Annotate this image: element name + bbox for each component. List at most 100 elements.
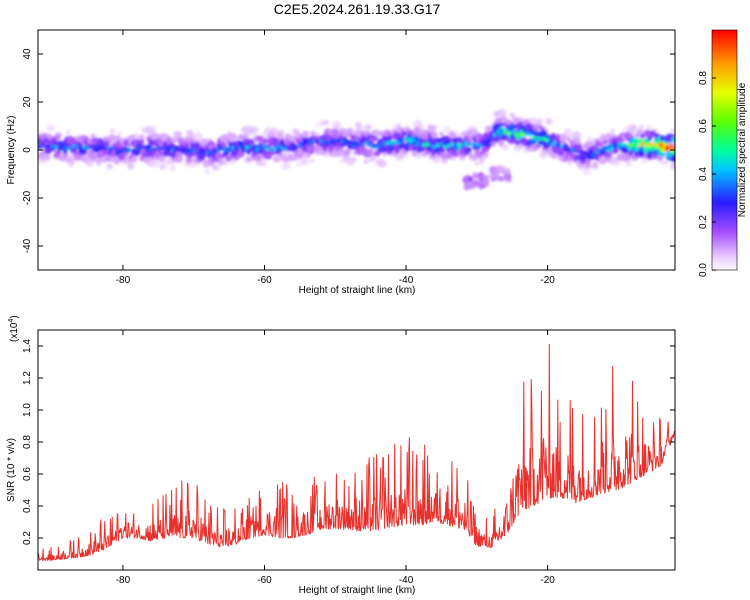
snr-frame — [37, 329, 676, 571]
spectrogram-ridge-cell — [542, 137, 546, 141]
spectrogram-cell — [339, 158, 345, 164]
spectrogram-cell — [82, 149, 88, 155]
spectrogram-ridge-cell — [524, 132, 529, 136]
spectrogram-cell — [449, 145, 454, 151]
spectrogram-cell — [254, 153, 263, 161]
snr-multiplier-close: ) — [9, 315, 20, 318]
spectrogram-ridge-cell — [266, 147, 270, 152]
spectrogram-ridge-cell — [506, 131, 511, 136]
spectrogram-cell — [127, 162, 135, 170]
spectrogram-cell — [81, 155, 89, 163]
spectrogram-panel: -80 -60 -40 -20 40 20 0 -20 -40 Height of straig… — [6, 29, 676, 296]
spectrogram-ridge-cell — [319, 138, 323, 143]
spectrogram-ridge-cell — [358, 142, 362, 147]
spectrogram-ridge-cell — [46, 144, 51, 148]
spectrogram-ridge-cell — [613, 145, 617, 149]
spectrogram-cell — [55, 135, 61, 141]
snr-ylabel: SNR (10 * v/v) — [6, 438, 17, 502]
spectrogram-ridge-cell — [234, 146, 238, 151]
snr-multiplier: (x104) — [8, 315, 20, 342]
spectrogram-ridge-cell — [114, 147, 118, 151]
spectrogram-ridge-cell — [347, 139, 352, 144]
spectrogram-ridge-cell — [386, 140, 391, 145]
snr-ytick-label: 0.6 — [22, 467, 33, 481]
spectrogram-ridge-cell — [142, 145, 146, 149]
spectrogram-ridge-cell — [574, 149, 578, 154]
spectrogram-cell — [246, 156, 252, 162]
spectrogram-ridge-cell — [213, 148, 217, 153]
spectrogram-cell — [509, 112, 516, 119]
spectrogram-ridge-cell — [478, 144, 483, 148]
spectrogram-cell — [585, 159, 591, 165]
spectrogram-ridge-cell — [436, 143, 440, 148]
spectrogram-cell — [315, 132, 320, 137]
spectrogram-xtick-label: -20 — [540, 275, 555, 286]
spectrogram-cell — [263, 138, 269, 144]
spectrogram-cell — [363, 159, 369, 165]
spectrogram-cell — [411, 150, 418, 157]
spectrogram-ridge-cell — [340, 139, 345, 144]
spectrogram-ridge-cell — [429, 144, 433, 148]
spectrogram-cell — [75, 135, 81, 141]
spectrogram-ridge-cell — [89, 145, 93, 149]
spectrogram-cell — [466, 147, 472, 153]
spectrogram-cell — [246, 150, 251, 155]
spectrogram-cell — [295, 131, 301, 137]
spectrogram-cell — [214, 152, 223, 160]
spectrogram-blob-cell — [471, 172, 479, 179]
spectrogram-cell — [402, 130, 408, 136]
spectrogram-ridge-cell — [425, 142, 430, 146]
spectrogram-ridge-cell — [464, 142, 469, 146]
snr-multiplier-exponent: 4 — [8, 319, 15, 323]
spectrogram-cell — [193, 132, 203, 141]
spectrogram-ridge-cell — [598, 147, 603, 152]
spectrogram-cell — [106, 163, 113, 170]
spectrogram-ridge-cell — [329, 140, 334, 144]
spectrogram-cell — [559, 134, 567, 142]
spectrogram-cell — [240, 126, 249, 134]
spectrogram-cell — [185, 129, 193, 137]
spectrogram-cell — [122, 158, 127, 163]
spectrogram-cell — [632, 124, 638, 131]
spectrogram-ridge-cell — [499, 128, 504, 133]
colorbar-ticks: 0.0 0.2 0.4 0.6 0.8 — [698, 29, 738, 277]
spectrogram-ridge-cell — [393, 139, 398, 144]
spectrogram-cell — [201, 151, 207, 157]
spectrogram-blob-cell — [504, 168, 510, 173]
spectrogram-ridge-cell — [184, 148, 189, 153]
spectrogram-ridge-cell — [121, 149, 125, 153]
spectrogram-ridge-cell — [252, 147, 256, 151]
spectrogram-cell — [648, 130, 656, 138]
spectrogram-ridge-cell — [450, 142, 454, 146]
spectrogram-cell — [664, 160, 669, 165]
spectrogram-ridge-cell — [128, 147, 132, 152]
spectrogram-cell — [364, 124, 371, 131]
spectrogram-cell — [225, 154, 233, 162]
spectrogram-ridge-cell — [627, 144, 631, 148]
spectrogram-ridge-cell — [117, 148, 122, 153]
colorbar-frame — [711, 29, 738, 271]
spectrogram-cells — [38, 108, 675, 191]
spectrogram-ridge-cell — [641, 142, 645, 146]
spectrogram-ticks: -80 -60 -40 -20 40 20 0 -20 -40 — [22, 30, 675, 286]
spectrogram-cell — [646, 125, 653, 131]
spectrogram-ridge-cell — [135, 146, 139, 151]
spectrogram-ridge-cell — [549, 140, 553, 145]
spectrogram-ridge-cell — [337, 138, 341, 143]
spectrogram-xtick-label: -40 — [399, 275, 414, 286]
snr-ticks: -80 -60 -40 -20 0.2 0.4 0.6 0.8 1.0 1.2 1.4 — [22, 330, 675, 586]
spectrogram-cell — [272, 156, 279, 163]
spectrogram-cell — [659, 151, 666, 157]
spectrogram-ridge-cell — [152, 147, 157, 152]
spectrogram-ridge-cell — [291, 144, 295, 149]
spectrogram-cell — [546, 134, 551, 140]
spectrogram-cell — [284, 162, 291, 170]
spectrogram-ridge-cell — [482, 143, 486, 147]
spectrogram-ridge-cell — [103, 146, 108, 151]
spectrogram-cell — [392, 124, 398, 130]
spectrogram-ridge-cell — [644, 142, 649, 147]
spectrogram-cell — [63, 153, 68, 158]
spectrogram-cell — [493, 110, 499, 117]
colorbar: 0.0 0.2 0.4 0.6 0.8 Normalized spectral ampl… — [698, 29, 748, 277]
spectrogram-cell — [647, 136, 653, 141]
